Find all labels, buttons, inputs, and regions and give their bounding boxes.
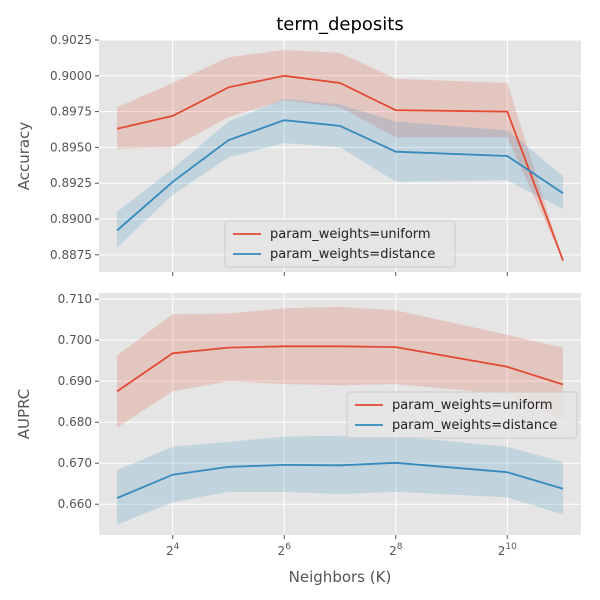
series-line [116, 74, 564, 261]
data-point [505, 470, 509, 474]
data-point [282, 344, 286, 348]
data-point [115, 228, 119, 232]
x-tick-label: 210 [498, 542, 517, 558]
data-point [561, 191, 565, 195]
legend: param_weights=uniform param_weights=dista… [224, 220, 456, 268]
y-axis-label: AUPRC [15, 389, 33, 439]
data-point [394, 345, 398, 349]
data-point [115, 127, 119, 131]
panel-2: 0.660 0.670 0.680 0.690 0.700 0.710 24 26 28 210 A… [15, 292, 581, 558]
data-point [171, 473, 175, 477]
y-tick-label: 0.700 [58, 333, 92, 347]
y-tick-label: 0.670 [58, 456, 92, 470]
data-point [282, 463, 286, 467]
data-point [561, 259, 565, 263]
data-point [171, 114, 175, 118]
confidence-band [117, 50, 563, 261]
data-point [505, 365, 509, 369]
y-tick-label: 0.8875 [50, 248, 92, 262]
legend-box [346, 391, 578, 439]
data-point [226, 465, 230, 469]
data-point [561, 382, 565, 386]
y-tick-label: 0.660 [58, 497, 92, 511]
x-tick-label: 28 [389, 542, 403, 558]
legend: param_weights=uniform param_weights=dista… [346, 391, 578, 439]
data-point [561, 487, 565, 491]
series-line [116, 119, 564, 232]
y-tick-label: 0.9025 [50, 33, 92, 47]
series-line [116, 461, 564, 499]
series-line [116, 345, 564, 393]
y-tick-label: 0.690 [58, 374, 92, 388]
data-point [338, 81, 342, 85]
y-tick-label: 0.8925 [50, 176, 92, 190]
y-tick-label: 0.710 [58, 292, 92, 306]
x-tick-label: 26 [278, 542, 292, 558]
confidence-band [117, 98, 563, 248]
data-point [394, 108, 398, 112]
legend-label: param_weights=uniform [270, 227, 431, 242]
data-point [338, 344, 342, 348]
confidence-band [117, 306, 563, 428]
data-point [115, 496, 119, 500]
x-tick-label: 24 [166, 542, 180, 558]
data-point [338, 124, 342, 128]
data-point [226, 85, 230, 89]
data-point [505, 110, 509, 114]
legend-label: param_weights=distance [392, 418, 557, 433]
data-point [282, 118, 286, 122]
y-tick-label: 0.8950 [50, 140, 92, 154]
data-point [282, 74, 286, 78]
x-axis-label: Neighbors (K) [289, 568, 392, 586]
data-point [394, 461, 398, 465]
data-point [115, 389, 119, 393]
y-tick-label: 0.8900 [50, 212, 92, 226]
legend-box [224, 220, 456, 268]
legend-label: param_weights=uniform [392, 398, 553, 413]
legend-label: param_weights=distance [270, 247, 435, 262]
y-tick-label: 0.9000 [50, 69, 92, 83]
data-point [171, 180, 175, 184]
data-point [505, 154, 509, 158]
data-point [394, 150, 398, 154]
data-point [171, 351, 175, 355]
data-point [226, 346, 230, 350]
y-tick-label: 0.680 [58, 415, 92, 429]
data-point [338, 463, 342, 467]
panel-1: 0.8875 0.8900 0.8925 0.8950 0.8975 0.9000 0.90… [15, 33, 581, 276]
confidence-band [117, 435, 563, 525]
data-point [226, 138, 230, 142]
y-tick-label: 0.8975 [50, 105, 92, 119]
y-axis-label: Accuracy [15, 122, 33, 191]
chart-title: term_deposits [276, 14, 404, 35]
